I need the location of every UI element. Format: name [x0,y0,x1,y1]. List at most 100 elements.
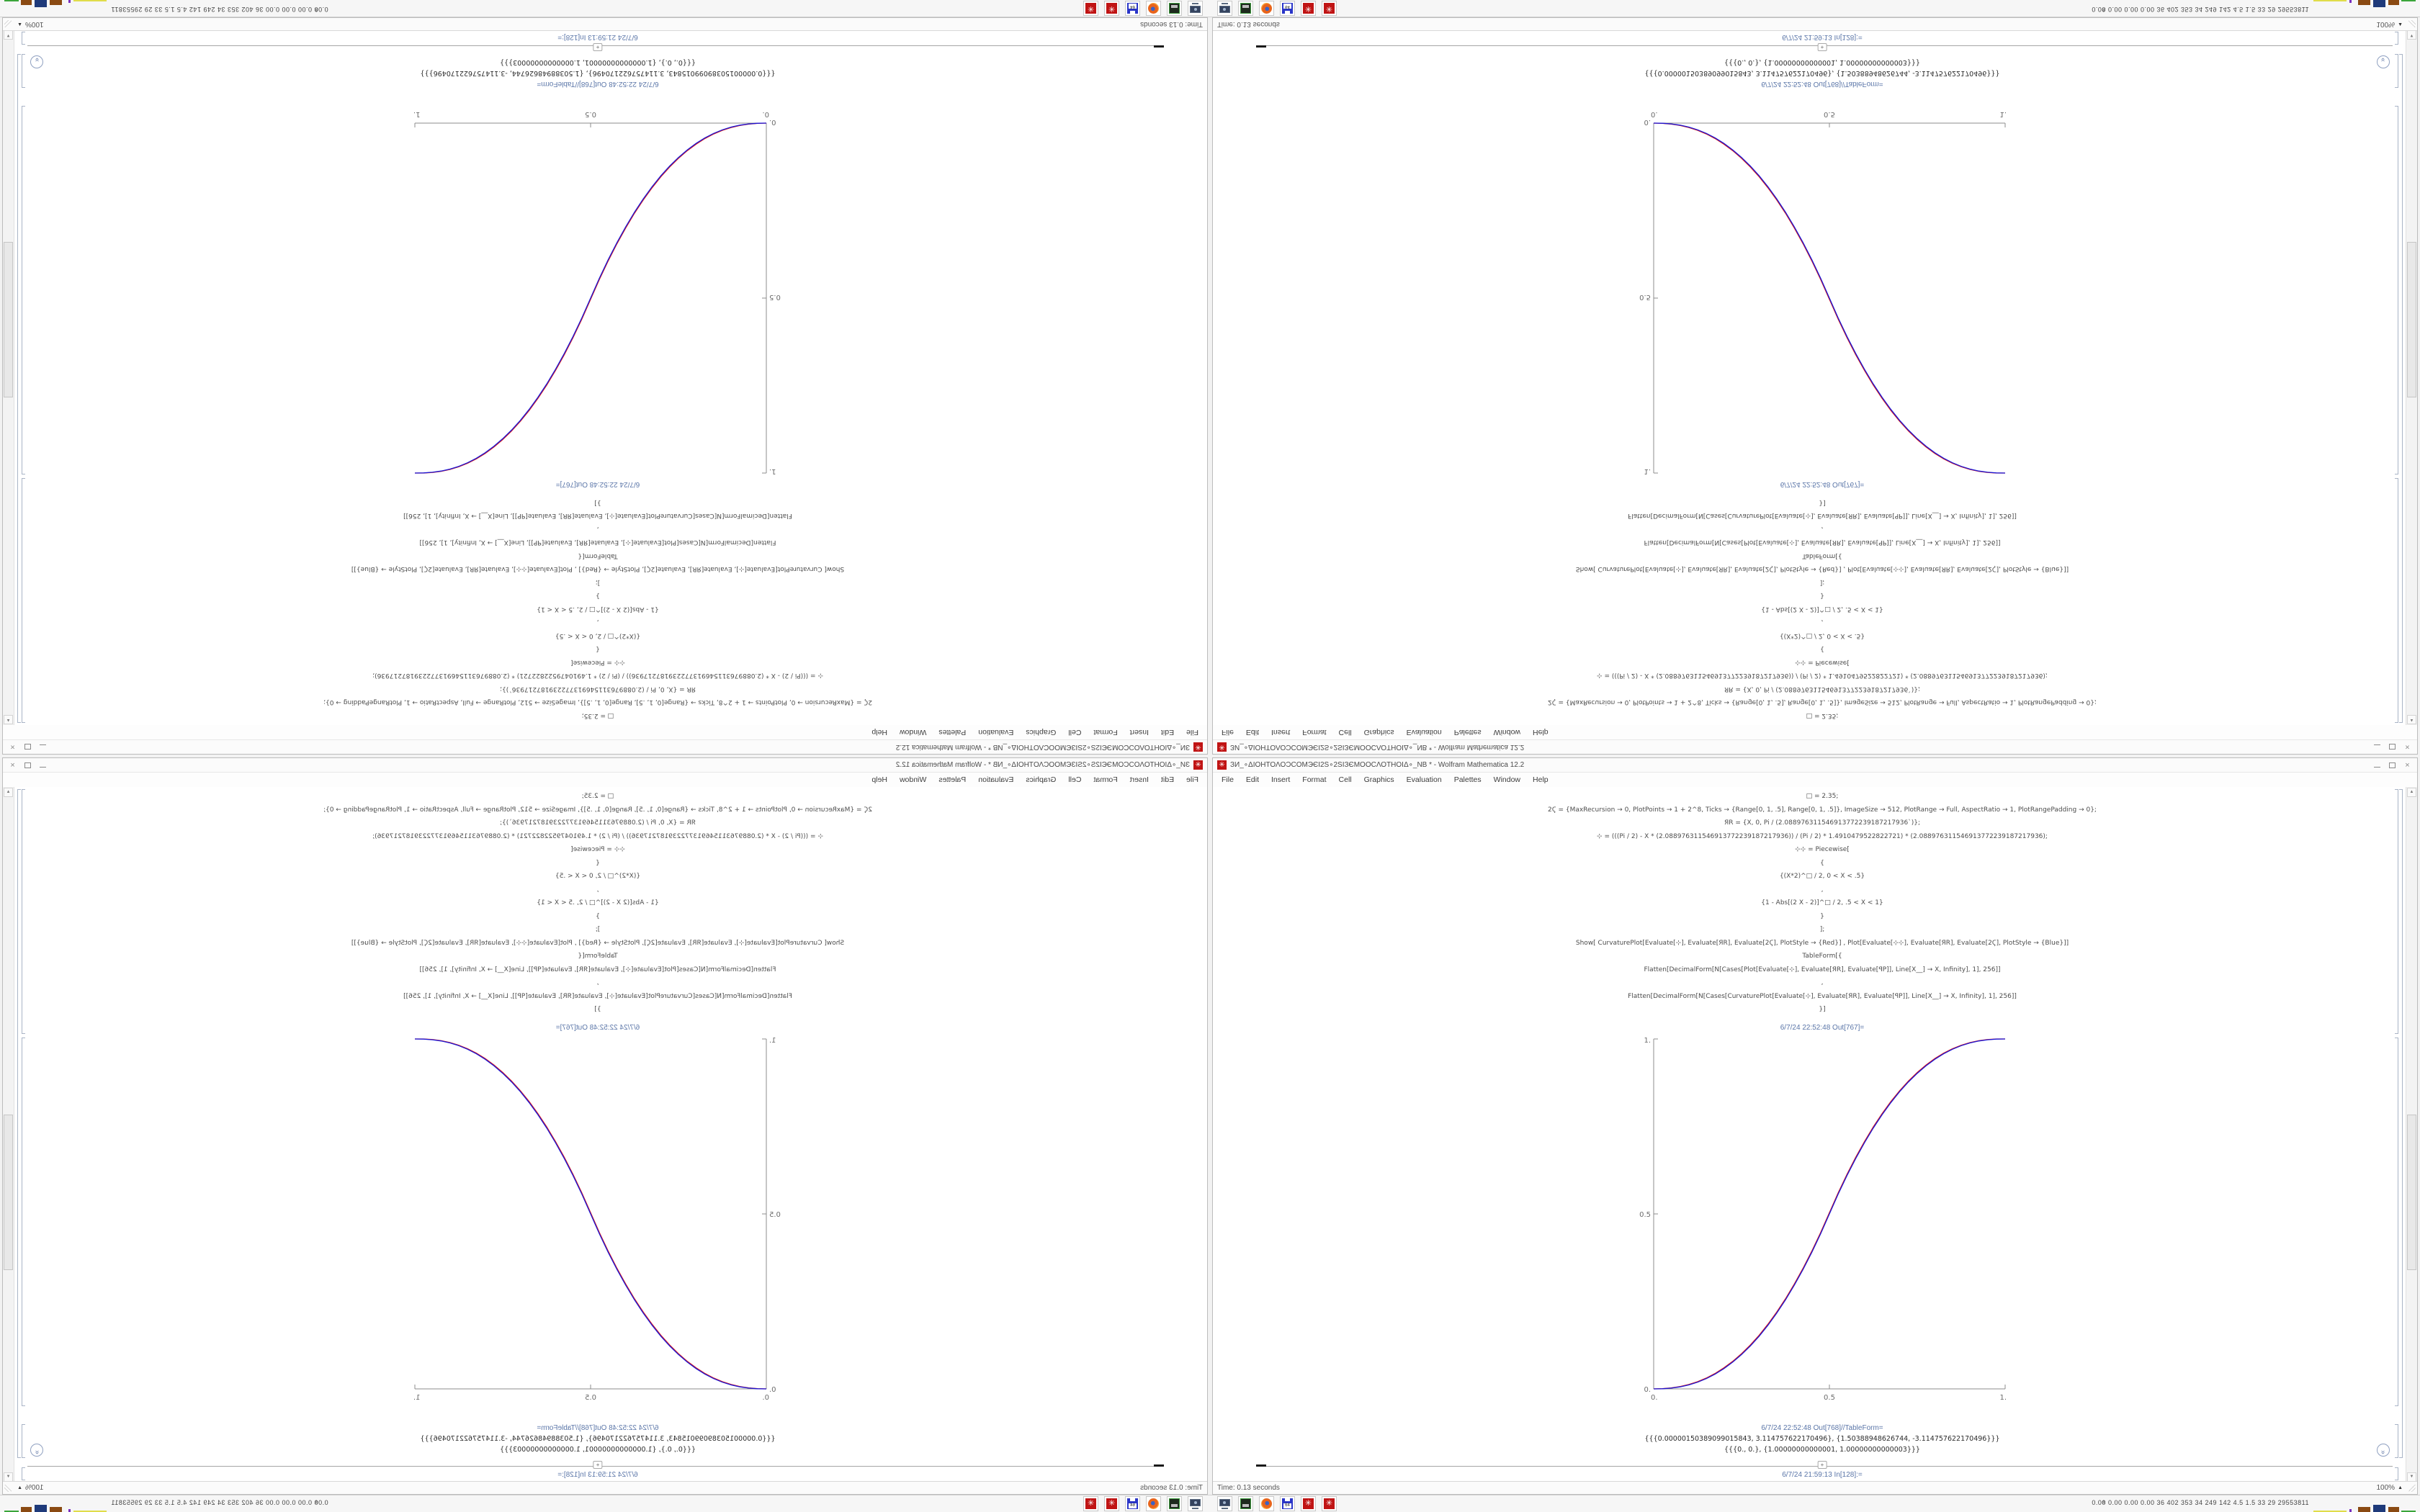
resize-grip[interactable] [4,1484,12,1492]
menu-window[interactable]: Window [899,728,927,737]
cell-bracket-in128[interactable] [22,1467,25,1480]
magnification-menu-arrow[interactable]: ▲ [17,1485,22,1490]
cell-bracket-out768[interactable] [2395,1424,2398,1458]
menu-file[interactable]: File [1222,728,1234,737]
taskbar-item-mathematica-2[interactable]: ✳ [1322,1496,1337,1511]
insert-cell-plus-button[interactable]: + [593,43,603,52]
menu-format[interactable]: Format [1093,775,1118,784]
scrollbar-thumb[interactable] [2407,1115,2416,1270]
magnification-menu-arrow[interactable]: ▲ [2398,1485,2403,1490]
maximize-button[interactable] [24,744,32,751]
input-cell-code[interactable]: □ = 2.35; 2Ϛ = {MaxRecursion → 0, PlotPo… [1239,790,2406,1017]
taskbar-item-system-monitor[interactable] [1217,1496,1232,1511]
menu-insert[interactable]: Insert [1271,775,1291,784]
menu-window[interactable]: Window [1493,775,1521,784]
scroll-up-arrow[interactable]: ▲ [2407,788,2416,797]
cell-bracket-in128[interactable] [2395,1467,2398,1480]
menu-insert[interactable]: Insert [1129,775,1149,784]
magnification-value[interactable]: 100% [24,20,44,28]
cell-bracket-group[interactable] [17,54,21,723]
taskbar-item-mathematica-2[interactable]: ✳ [1083,1,1098,16]
close-button[interactable]: × [2405,760,2410,770]
resize-grip[interactable] [2408,20,2416,28]
cell-bracket-group[interactable] [2399,789,2403,1458]
cell-bracket-out767[interactable] [22,1038,25,1406]
taskbar-item-mathematica-2[interactable]: ✳ [1083,1496,1098,1511]
menu-format[interactable]: Format [1302,775,1327,784]
vertical-scrollbar[interactable]: ▲ ▼ [3,787,14,1482]
insert-cell-plus-button[interactable]: + [1817,43,1827,52]
menu-palettes[interactable]: Palettes [938,728,967,737]
close-button[interactable]: × [2405,742,2410,752]
scroll-up-arrow[interactable]: ▲ [2407,715,2416,724]
taskbar-item-terminal[interactable] [1238,1496,1253,1511]
maximize-button[interactable] [24,762,32,769]
minimize-button[interactable] [2373,762,2381,769]
vertical-scrollbar[interactable]: ▲ ▼ [2406,787,2417,1482]
menu-file[interactable]: File [1186,728,1198,737]
menu-cell[interactable]: Cell [1068,728,1082,737]
cell-insertion-bar[interactable]: + [14,1460,1181,1470]
menu-help[interactable]: Help [1533,775,1549,784]
magnification-menu-arrow[interactable]: ▲ [2398,22,2403,27]
menu-graphics[interactable]: Graphics [1363,775,1394,784]
magnification-menu-arrow[interactable]: ▲ [17,22,22,27]
double-chevron-down-icon[interactable]: « [2377,1444,2390,1457]
menu-window[interactable]: Window [1493,728,1521,737]
menu-cell[interactable]: Cell [1338,728,1352,737]
taskbar-item-terminal[interactable] [1167,1496,1182,1511]
menu-help[interactable]: Help [871,775,887,784]
insert-cell-plus-button[interactable]: + [593,1460,603,1469]
taskbar-item-mathematica-1[interactable]: ✳ [1301,1,1316,16]
vertical-scrollbar[interactable]: ▲ ▼ [3,30,14,725]
menu-format[interactable]: Format [1302,728,1327,737]
menu-evaluation[interactable]: Evaluation [978,775,1014,784]
cell-bracket-in128[interactable] [2395,32,2398,45]
scrollbar-thumb[interactable] [4,1115,13,1270]
double-chevron-down-icon[interactable]: « [30,55,43,68]
cell-bracket-out767[interactable] [2395,106,2398,474]
input-cell-code[interactable]: □ = 2.35; 2Ϛ = {MaxRecursion → 0, PlotPo… [1239,496,2406,723]
cell-bracket-out767[interactable] [2395,1038,2398,1406]
menu-edit[interactable]: Edit [1160,728,1175,737]
cell-bracket-in128[interactable] [22,32,25,45]
maximize-button[interactable] [2388,744,2396,751]
magnification-value[interactable]: 100% [24,1484,44,1492]
taskbar-item-system-monitor[interactable] [1188,1,1203,16]
menu-help[interactable]: Help [1533,728,1549,737]
menu-cell[interactable]: Cell [1338,775,1352,784]
scrollbar-thumb[interactable] [4,242,13,397]
menu-evaluation[interactable]: Evaluation [978,728,1014,737]
taskbar-item-mathematica-1[interactable]: ✳ [1104,1,1119,16]
input-cell-code[interactable]: □ = 2.35; 2Ϛ = {MaxRecursion → 0, PlotPo… [14,790,1181,1017]
taskbar-item-terminal[interactable] [1167,1,1182,16]
menu-palettes[interactable]: Palettes [1453,775,1482,784]
taskbar-item-mathematica-1[interactable]: ✳ [1104,1496,1119,1511]
close-button[interactable]: × [10,760,15,770]
double-chevron-down-icon[interactable]: « [30,1444,43,1457]
minimize-button[interactable] [2373,744,2381,751]
menu-format[interactable]: Format [1093,728,1118,737]
menu-help[interactable]: Help [871,728,887,737]
menu-evaluation[interactable]: Evaluation [1406,728,1442,737]
menu-palettes[interactable]: Palettes [1453,728,1482,737]
menu-edit[interactable]: Edit [1245,775,1260,784]
cell-bracket-out768[interactable] [2395,54,2398,88]
insert-cell-plus-button[interactable]: + [1817,1460,1827,1469]
scrollbar-thumb[interactable] [2407,242,2416,397]
menu-file[interactable]: File [1222,775,1234,784]
maximize-button[interactable] [2388,762,2396,769]
taskbar-item-system-monitor[interactable] [1188,1496,1203,1511]
cell-bracket-group[interactable] [17,789,21,1458]
taskbar-item-system-monitor[interactable] [1217,1,1232,16]
cell-bracket-input[interactable] [22,789,25,1034]
scroll-down-arrow[interactable]: ▼ [4,30,13,40]
menu-edit[interactable]: Edit [1245,728,1260,737]
taskbar-item-firefox[interactable] [1146,1496,1161,1511]
scroll-up-arrow[interactable]: ▲ [4,788,13,797]
minimize-button[interactable] [39,762,47,769]
taskbar-item-mathematica-2[interactable]: ✳ [1322,1,1337,16]
menu-cell[interactable]: Cell [1068,775,1082,784]
close-button[interactable]: × [10,742,15,752]
double-chevron-down-icon[interactable]: « [2377,55,2390,68]
